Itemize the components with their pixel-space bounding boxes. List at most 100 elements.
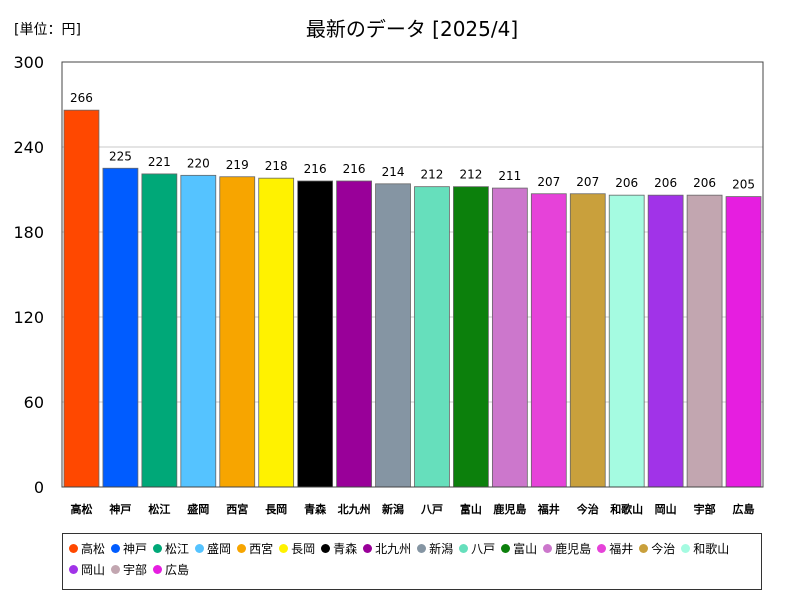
legend-item: 新潟 (417, 539, 453, 559)
legend-swatch (153, 565, 163, 574)
legend-item: 岡山 (69, 560, 105, 580)
legend-label: 鹿児島 (555, 542, 592, 556)
legend-item: 西宮 (237, 539, 273, 559)
y-tick-label: 120 (13, 308, 44, 327)
legend-label: 福井 (609, 542, 634, 556)
bar (491, 187, 528, 488)
x-tick-label: 盛岡 (187, 502, 209, 516)
bar (414, 186, 450, 488)
y-tick-label: 0 (34, 478, 44, 497)
bar-value-label: 219 (226, 158, 249, 172)
bar (530, 193, 567, 488)
bar-value-label: 212 (421, 168, 444, 182)
bar (141, 173, 178, 488)
bar (219, 176, 256, 488)
legend-swatch (639, 544, 649, 553)
y-tick-label: 180 (13, 223, 44, 242)
y-tick-label: 60 (24, 393, 44, 412)
bar (647, 194, 684, 488)
legend-swatch (363, 544, 373, 553)
legend-label: 北九州 (375, 542, 412, 556)
legend-label: 和歌山 (693, 542, 730, 556)
legend-swatch (279, 544, 289, 553)
legend-swatch (321, 544, 331, 553)
x-tick-label: 広島 (733, 502, 755, 516)
bar-value-label: 216 (343, 162, 366, 176)
legend-item: 盛岡 (195, 539, 231, 559)
x-tick-label: 宇部 (694, 502, 716, 516)
bar (63, 109, 100, 488)
bar (686, 194, 723, 488)
legend-label: 盛岡 (207, 542, 232, 556)
x-tick-label: 高松 (70, 502, 92, 516)
legend-item: 今治 (639, 539, 675, 559)
bar-value-label: 216 (304, 162, 327, 176)
bar-value-label: 214 (382, 165, 405, 179)
x-tick-label: 今治 (576, 502, 599, 516)
bar (453, 186, 489, 488)
bar-value-label: 211 (498, 169, 521, 183)
bar-value-label: 207 (576, 175, 599, 189)
legend-label: 神戸 (123, 542, 148, 556)
bar-value-label: 206 (654, 176, 677, 190)
bar (608, 194, 645, 488)
legend-label: 宇部 (123, 563, 148, 577)
plot-frame (61, 61, 764, 488)
legend-item: 八戸 (459, 539, 495, 559)
bar (336, 180, 372, 488)
x-tick-label: 富山 (460, 502, 482, 516)
bar (258, 177, 295, 488)
legend-swatch (195, 544, 205, 553)
bar (375, 183, 411, 488)
legend-swatch (543, 544, 553, 553)
legend-item: 鹿児島 (543, 539, 591, 559)
legend-item: 広島 (153, 560, 189, 580)
x-tick-label: 神戸 (109, 502, 131, 516)
x-tick-label: 鹿児島 (493, 502, 526, 516)
legend-label: 富山 (513, 542, 538, 556)
chart-legend: 高松 神戸 松江 盛岡 西宮 長岡 青森 北九州 新潟 八戸 富山 鹿児島 福井 今治 和歌山岡山 宇部 広島 (62, 533, 762, 590)
bar-value-label: 221 (148, 155, 171, 169)
grid-lines (62, 146, 763, 403)
chart-title: 最新のデータ [2025/4] (306, 17, 518, 41)
x-tick-label: 新潟 (382, 502, 404, 516)
x-tick-label: 福井 (537, 502, 560, 516)
legend-item: 松江 (153, 539, 189, 559)
legend-item: 長岡 (279, 539, 315, 559)
bar-value-label: 266 (70, 91, 93, 105)
bar-value-label: 205 (732, 178, 755, 192)
legend-item: 神戸 (111, 539, 147, 559)
legend-label: 岡山 (81, 563, 106, 577)
legend-label: 青森 (333, 542, 358, 556)
legend-swatch (237, 544, 247, 553)
bar-value-label: 206 (693, 176, 716, 190)
legend-swatch (111, 544, 121, 553)
legend-label: 今治 (651, 542, 676, 556)
bar-value-label: 207 (537, 175, 560, 189)
chart-unit-label: [単位：円] (14, 22, 81, 38)
legend-item: 高松 (69, 539, 105, 559)
legend-swatch (153, 544, 163, 553)
bar-series (63, 109, 762, 488)
legend-swatch (69, 565, 78, 574)
x-tick-label: 松江 (148, 502, 170, 516)
bar-value-label: 218 (265, 159, 288, 173)
legend-label: 長岡 (291, 542, 316, 556)
x-tick-label: 長岡 (265, 503, 287, 516)
bar (180, 174, 217, 488)
bar-value-label: 212 (459, 168, 482, 182)
legend-swatch (417, 544, 427, 553)
bar (297, 180, 334, 488)
x-tick-label: 西宮 (226, 502, 248, 516)
legend-label: 新潟 (429, 542, 454, 556)
legend-swatch (111, 565, 121, 574)
x-tick-label: 八戸 (420, 503, 443, 516)
legend-item: 宇部 (111, 560, 147, 580)
x-tick-label: 岡山 (655, 502, 677, 516)
legend-swatch (597, 544, 607, 553)
bar (569, 193, 606, 488)
legend-item: 青森 (321, 539, 357, 559)
x-axis-ticks: 高松 神戸 松江 盛岡 西宮 長岡 青森 北九州 新潟 八戸 富山 鹿児島 福井 今治 和歌山 岡山 宇部 広島 (70, 502, 754, 516)
legend-label: 西宮 (249, 542, 274, 556)
